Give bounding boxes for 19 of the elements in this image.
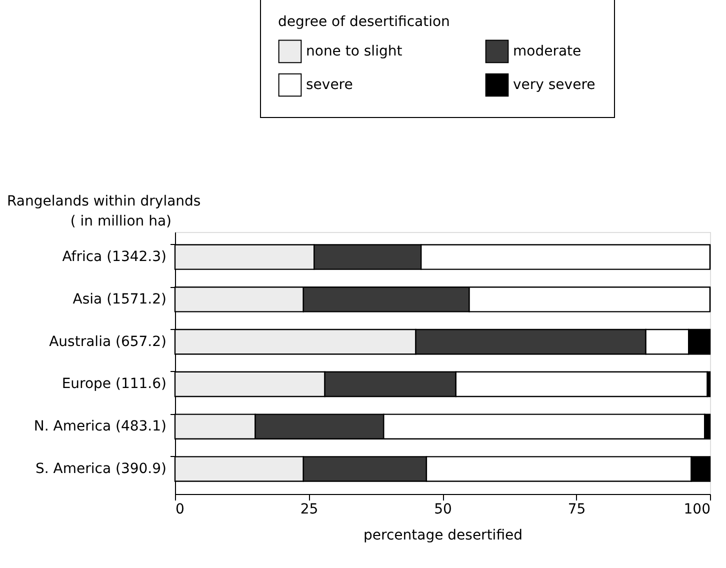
x-tick-label: 75 (568, 502, 586, 518)
x-axis-title: percentage desertified (363, 528, 523, 544)
legend-label: moderate (513, 43, 582, 60)
y-tick-label: Europe (111.6) (62, 376, 166, 392)
x-tick-label: 100 (684, 502, 710, 518)
y-axis-title: ( in million ha) (70, 214, 172, 230)
legend-label: very severe (513, 77, 596, 93)
legend-label: none to slight (306, 43, 403, 60)
y-tick-label: S. America (390.9) (36, 460, 166, 477)
y-tick-label: Asia (1571.2) (72, 291, 166, 308)
x-tick-label: 25 (300, 502, 318, 518)
y-tick-label: N. America (483.1) (34, 418, 166, 435)
x-tick-label: 0 (176, 502, 184, 518)
legend-label: severe (306, 77, 353, 93)
legend-title: degree of desertification (278, 14, 450, 30)
x-tick-label: 50 (434, 502, 452, 518)
chart-title: Rangelands within drylands (7, 194, 201, 210)
y-tick-label: Africa (1342.3) (62, 249, 166, 266)
y-tick-label: Australia (657.2) (49, 334, 166, 350)
